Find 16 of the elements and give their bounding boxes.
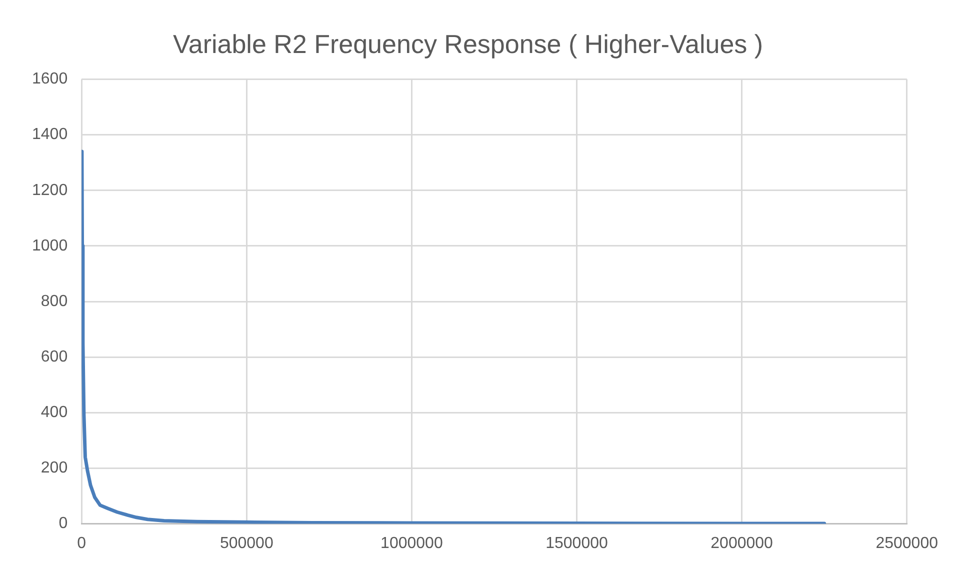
y-tick-label: 1000 [32,237,68,254]
y-tick-label: 600 [40,348,68,366]
chart-title: Variable R2 Frequency Response ( Higher-Values ) [172,28,764,59]
x-tick-label: 1000000 [380,534,443,552]
x-tick-label: 2000000 [710,534,774,552]
y-tick-label: 1200 [32,182,68,199]
x-tick-label: 0 [77,534,86,552]
x-tick-label: 500000 [220,534,274,552]
y-tick-label: 0 [58,515,68,532]
y-tick-label: 1400 [32,126,68,144]
y-tick-label: 1600 [32,70,68,88]
x-tick-label: 1500000 [546,534,608,552]
y-tick-label: 400 [40,404,68,422]
y-tick-label: 200 [40,460,68,477]
y-tick-label: 800 [40,292,68,310]
x-tick-label: 2500000 [876,534,938,552]
